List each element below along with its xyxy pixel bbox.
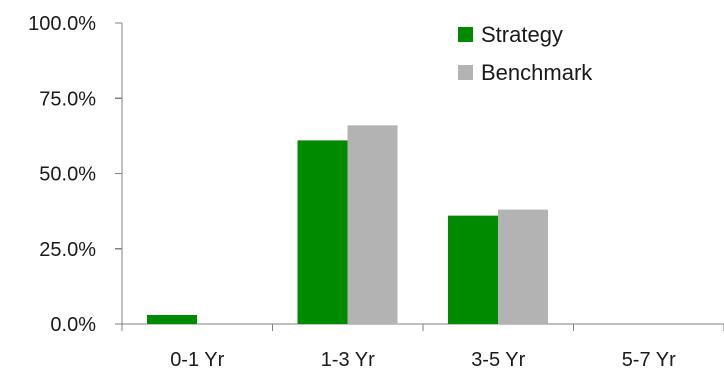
y-tick-label: 75.0% [39,88,96,110]
x-tick-label: 3-5 Yr [471,349,525,371]
x-tick-label: 1-3 Yr [321,349,375,371]
bar-strategy-3-5-yr [448,215,498,324]
bars [147,125,548,324]
legend: Strategy Benchmark [458,22,593,85]
y-tick-label: 100.0% [28,13,96,35]
x-tick-label: 0-1 Yr [170,349,224,371]
x-tick-label: 5-7 Yr [622,349,676,371]
x-axis: 0-1 Yr 1-3 Yr 3-5 Yr 5-7 Yr [121,323,724,371]
legend-label-strategy: Strategy [481,22,563,47]
legend-swatch-benchmark [458,65,473,80]
bar-benchmark-3-5-yr [498,209,548,324]
bar-strategy-0-1-yr [147,314,197,324]
y-tick-label: 0.0% [50,314,96,336]
legend-label-benchmark: Benchmark [481,60,593,85]
y-tick-label: 50.0% [39,164,96,186]
bar-benchmark-1-3-yr [347,125,398,324]
legend-swatch-strategy [458,27,473,42]
bar-strategy-1-3-yr [297,140,348,324]
y-tick-label: 25.0% [39,239,96,261]
y-axis: 0.0% 25.0% 50.0% 75.0% 100.0% [28,13,123,336]
